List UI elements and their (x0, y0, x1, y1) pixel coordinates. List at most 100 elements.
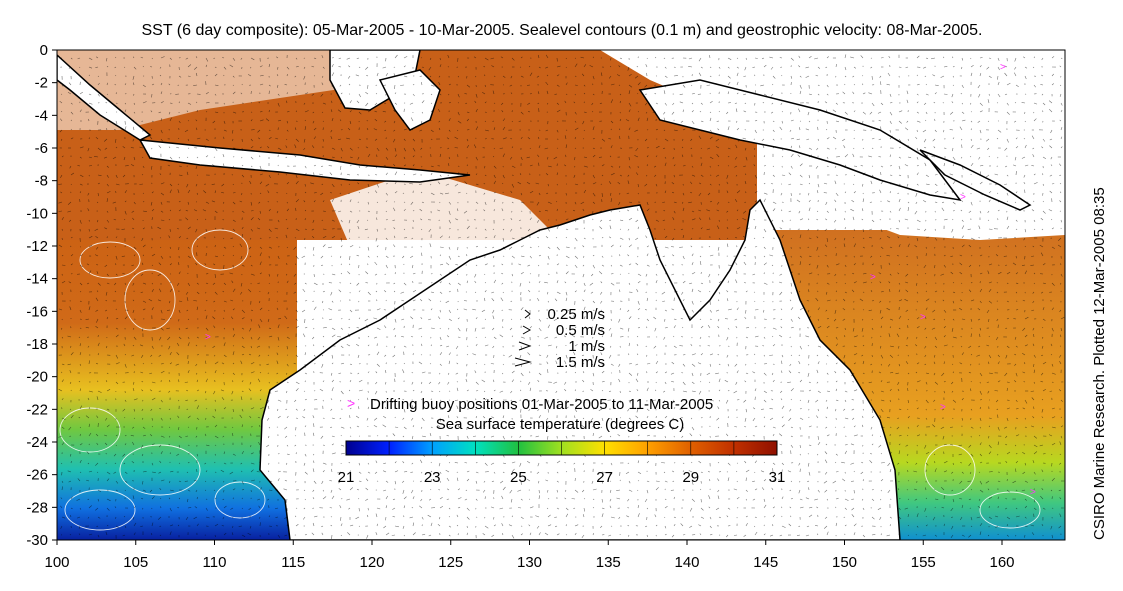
velocity-arrow (896, 333, 900, 338)
velocity-arrow (250, 318, 252, 322)
velocity-arrow (176, 228, 180, 230)
velocity-arrow (916, 147, 919, 152)
velocity-arrow (268, 84, 271, 87)
velocity-arrow (277, 399, 282, 402)
velocity-arrow (430, 129, 434, 133)
velocity-arrow (716, 209, 720, 212)
velocity-arrow (366, 397, 369, 401)
velocity-arrow (463, 308, 468, 311)
velocity-arrow (94, 156, 99, 158)
velocity-arrow (609, 65, 612, 68)
velocity-arrow (86, 282, 90, 285)
velocity-arrow (321, 82, 324, 86)
velocity-arrow (169, 362, 172, 365)
velocity-arrow (348, 263, 351, 266)
velocity-arrow (178, 379, 180, 383)
velocity-arrow (367, 291, 371, 296)
velocity-arrow (574, 326, 577, 329)
velocity-arrow (259, 111, 263, 113)
velocity-arrow (509, 327, 513, 331)
velocity-arrow (484, 273, 486, 275)
velocity-arrow (88, 102, 93, 105)
sumatra-land (57, 53, 152, 141)
velocity-arrow (214, 370, 217, 374)
velocity-arrow (851, 289, 855, 293)
velocity-arrow (870, 289, 873, 293)
velocity-arrow (151, 397, 156, 401)
velocity-arrow (979, 73, 982, 77)
velocity-arrow (97, 75, 99, 77)
velocity-arrow (951, 390, 954, 393)
velocity-arrow (869, 228, 873, 231)
velocity-arrow (862, 273, 867, 275)
velocity-arrow (860, 165, 864, 167)
velocity-arrow (988, 372, 993, 374)
velocity-arrow (1015, 171, 1017, 176)
velocity-arrow (493, 426, 496, 429)
velocity-arrow (286, 208, 290, 212)
velocity-arrow (898, 183, 901, 186)
velocity-arrow (349, 363, 353, 365)
velocity-arrow (106, 246, 109, 249)
velocity-arrow (375, 165, 378, 169)
velocity-arrow (727, 308, 732, 311)
velocity-arrow (583, 189, 587, 194)
velocity-arrow (295, 309, 298, 313)
velocity-arrow (763, 262, 767, 266)
velocity-arrow (310, 182, 315, 185)
velocity-arrow (978, 225, 981, 230)
velocity-arrow (295, 452, 297, 455)
velocity-arrow (618, 378, 621, 383)
velocity-arrow (726, 190, 729, 194)
velocity-arrow (439, 93, 442, 96)
velocity-arrow (457, 255, 460, 258)
velocity-arrow (726, 272, 729, 275)
velocity-arrow (313, 306, 317, 311)
velocity-arrow (788, 417, 792, 421)
velocity-arrow (582, 245, 585, 248)
velocity-arrow (565, 82, 568, 86)
velocity-arrow (988, 318, 990, 323)
velocity-arrow (886, 255, 891, 257)
velocity-arrow (673, 210, 676, 214)
sealevel-contours (59, 229, 1041, 531)
velocity-arrow (331, 117, 334, 122)
velocity-arrow (529, 246, 532, 249)
velocity-arrow (718, 378, 721, 383)
velocity-arrow (321, 55, 324, 59)
velocity-arrow (653, 165, 657, 168)
velocity-arrow (709, 353, 714, 356)
velocity-arrow (373, 425, 378, 428)
velocity-arrow (600, 426, 603, 429)
velocity-arrow (295, 255, 299, 260)
velocity-arrow (248, 388, 252, 392)
velocity-arrow (636, 408, 639, 413)
velocity-arrow (970, 72, 973, 77)
velocity-arrow (158, 111, 162, 114)
velocity-arrow (331, 300, 334, 303)
velocity-arrow (258, 137, 261, 140)
velocity-arrow (105, 300, 108, 302)
velocity-arrow (421, 111, 424, 114)
velocity-arrow (418, 183, 423, 185)
velocity-arrow (358, 165, 360, 168)
velocity-arrow (502, 408, 505, 410)
velocity-arrow (997, 354, 1000, 358)
velocity-arrow (331, 156, 335, 158)
velocity-arrow (844, 417, 849, 420)
velocity-arrow (871, 75, 873, 80)
velocity-arrow (817, 435, 819, 440)
velocity-arrow (688, 57, 693, 60)
velocity-arrow (455, 345, 459, 350)
velocity-arrow (394, 363, 397, 365)
velocity-arrow (177, 189, 180, 194)
velocity-arrow (286, 444, 289, 447)
velocity-arrow (1042, 173, 1044, 176)
velocity-arrow (276, 74, 279, 77)
velocity-arrow (430, 102, 433, 104)
velocity-arrow (367, 153, 371, 158)
velocity-arrow (646, 227, 650, 230)
velocity-arrow (223, 309, 225, 312)
velocity-arrow (619, 254, 621, 257)
velocity-arrow (925, 83, 927, 86)
